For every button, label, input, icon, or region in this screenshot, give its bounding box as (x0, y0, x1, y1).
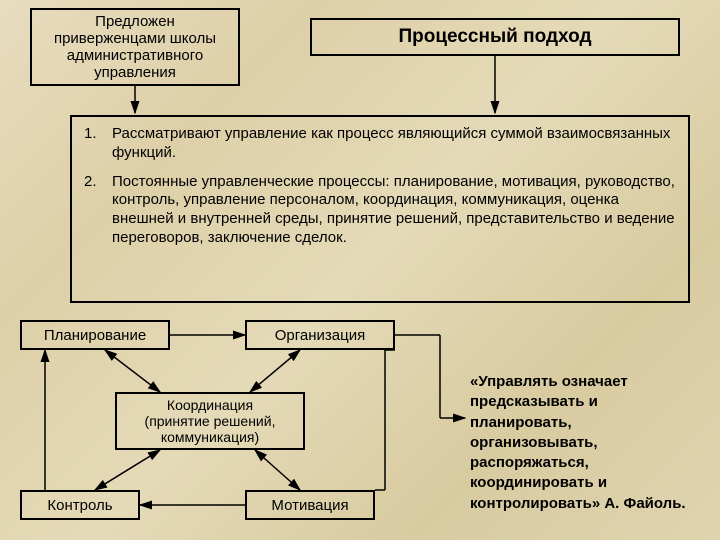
proposed-by-box: Предложен приверженцами школы администра… (30, 8, 240, 86)
flow-box-organization: Организация (245, 320, 395, 350)
list-item-number: 1. (84, 125, 112, 163)
numbered-list-box: 1.Рассматривают управление как процесс я… (70, 115, 690, 303)
flow-box-control: Контроль (20, 490, 140, 520)
flow-box-coordination: Координация(принятие решений,коммуникаци… (115, 392, 305, 450)
list-item-text: Постоянные управленческие процессы: план… (112, 173, 676, 248)
title-box: Процессный подход (310, 18, 680, 56)
quote-text: «Управлять означает предсказывать и план… (470, 372, 700, 514)
list-item-text: Рассматривают управление как процесс явл… (112, 125, 676, 163)
list-item: 2.Постоянные управленческие процессы: пл… (84, 173, 676, 248)
flow-box-motivation: Мотивация (245, 490, 375, 520)
list-item: 1.Рассматривают управление как процесс я… (84, 125, 676, 163)
flow-box-planning: Планирование (20, 320, 170, 350)
list-item-number: 2. (84, 173, 112, 248)
